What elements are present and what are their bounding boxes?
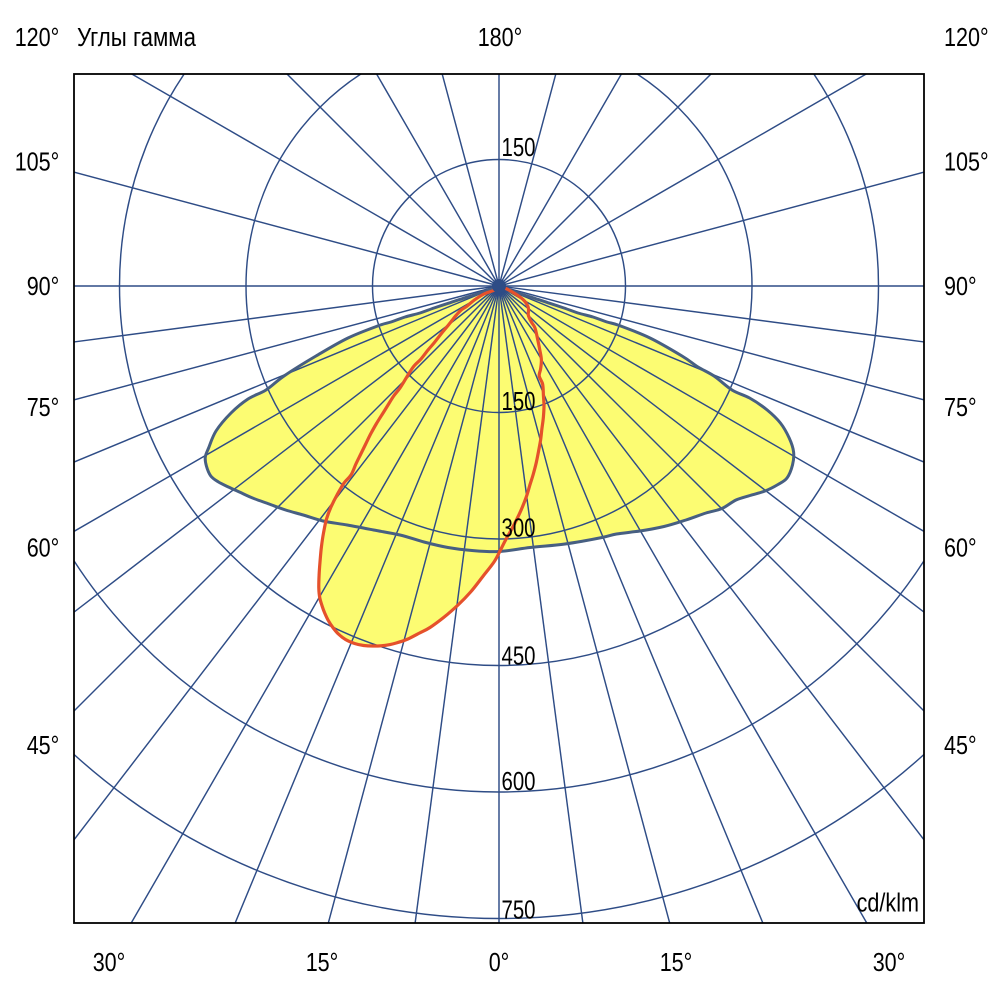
svg-text:150: 150 [502, 388, 536, 416]
svg-text:105°: 105° [944, 149, 989, 177]
svg-text:30°: 30° [93, 949, 126, 977]
svg-text:450: 450 [502, 643, 536, 671]
svg-text:75°: 75° [944, 394, 977, 422]
svg-text:0°: 0° [489, 949, 510, 977]
svg-text:105°: 105° [15, 149, 60, 177]
svg-text:120°: 120° [944, 24, 989, 52]
svg-text:15°: 15° [660, 949, 693, 977]
svg-text:300: 300 [502, 515, 536, 543]
svg-text:120°: 120° [15, 24, 60, 52]
svg-text:180°: 180° [478, 24, 523, 52]
svg-text:60°: 60° [27, 535, 60, 563]
svg-text:600: 600 [502, 768, 536, 796]
svg-text:45°: 45° [27, 732, 60, 760]
svg-text:30°: 30° [873, 949, 906, 977]
svg-text:Углы гамма: Углы гамма [77, 24, 197, 52]
svg-text:75°: 75° [27, 394, 60, 422]
svg-text:90°: 90° [944, 273, 977, 301]
svg-text:150: 150 [502, 134, 536, 162]
svg-text:cd/klm: cd/klm [857, 890, 919, 918]
svg-text:60°: 60° [944, 535, 977, 563]
svg-text:90°: 90° [27, 273, 60, 301]
svg-text:45°: 45° [944, 732, 977, 760]
svg-text:15°: 15° [306, 949, 339, 977]
svg-text:750: 750 [502, 897, 536, 925]
